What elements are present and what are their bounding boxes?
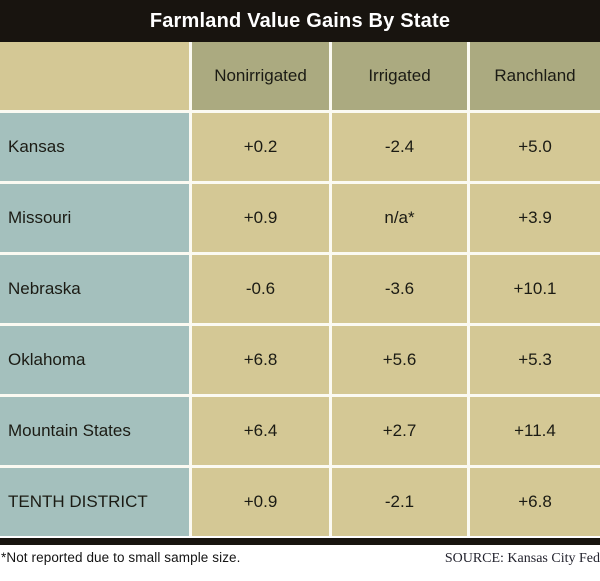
row-label-missouri: Missouri: [0, 184, 189, 252]
table-title: Farmland Value Gains By State: [149, 9, 451, 32]
value-nebraska-nonirrigated: -0.6: [192, 255, 329, 323]
row-label-oklahoma: Oklahoma: [0, 326, 189, 394]
footer: *Not reported due to small sample size. …: [0, 545, 600, 567]
value-missouri-irrigated: n/a*: [332, 184, 467, 252]
row-label-mountain-states: Mountain States: [0, 397, 189, 465]
value-mountain-states-irrigated: +2.7: [332, 397, 467, 465]
value-missouri-nonirrigated: +0.9: [192, 184, 329, 252]
value-tenth-district-ranchland: +6.8: [470, 468, 600, 536]
footnote: *Not reported due to small sample size.: [1, 550, 241, 565]
value-oklahoma-nonirrigated: +6.8: [192, 326, 329, 394]
bottom-rule: [0, 538, 600, 545]
row-label-tenth-district: TENTH DISTRICT: [0, 468, 189, 536]
column-header-ranchland: Ranchland: [470, 42, 600, 110]
value-mountain-states-nonirrigated: +6.4: [192, 397, 329, 465]
column-header-irrigated: Irrigated: [332, 42, 467, 110]
row-label-kansas: Kansas: [0, 113, 189, 181]
value-nebraska-ranchland: +10.1: [470, 255, 600, 323]
title-bar: Farmland Value Gains By State: [0, 0, 600, 42]
corner-cell: [0, 42, 189, 110]
value-kansas-nonirrigated: +0.2: [192, 113, 329, 181]
value-oklahoma-ranchland: +5.3: [470, 326, 600, 394]
source-credit: SOURCE: Kansas City Fed: [444, 551, 600, 566]
value-kansas-irrigated: -2.4: [332, 113, 467, 181]
column-header-nonirrigated: Nonirrigated: [192, 42, 329, 110]
value-mountain-states-ranchland: +11.4: [470, 397, 600, 465]
value-tenth-district-nonirrigated: +0.9: [192, 468, 329, 536]
value-kansas-ranchland: +5.0: [470, 113, 600, 181]
data-table: Nonirrigated Irrigated Ranchland Kansas …: [0, 42, 600, 536]
value-missouri-ranchland: +3.9: [470, 184, 600, 252]
row-label-nebraska: Nebraska: [0, 255, 189, 323]
value-tenth-district-irrigated: -2.1: [332, 468, 467, 536]
value-nebraska-irrigated: -3.6: [332, 255, 467, 323]
value-oklahoma-irrigated: +5.6: [332, 326, 467, 394]
